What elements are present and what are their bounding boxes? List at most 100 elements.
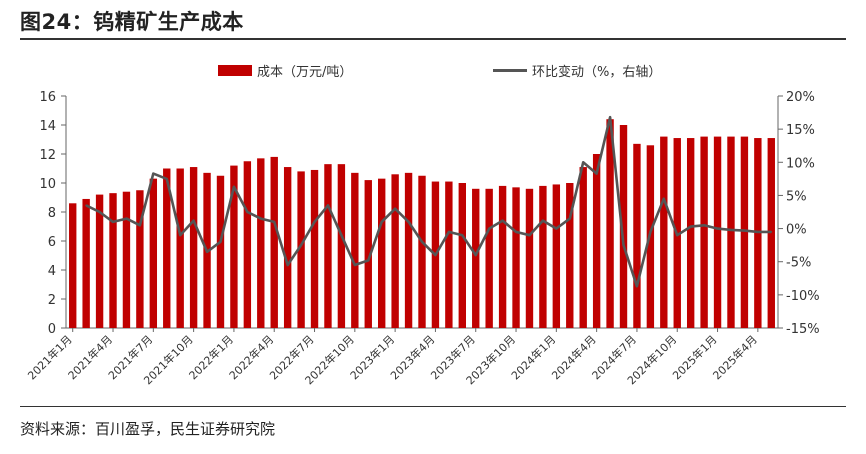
line-point [515, 230, 517, 233]
bar [324, 164, 332, 328]
bar [633, 143, 641, 328]
bar [727, 136, 735, 328]
source-note: 资料来源：百川盈孚，民生证券研究院 [20, 420, 276, 438]
bar [270, 156, 278, 328]
line-point [152, 172, 155, 175]
line-point [730, 228, 732, 231]
line-point [246, 211, 249, 213]
y-left-tick-label: 0 [48, 322, 56, 337]
line-point [353, 264, 356, 266]
bar [136, 190, 144, 328]
line-point [179, 234, 182, 237]
line-point [125, 217, 128, 220]
y-right-tick-label: -10% [786, 289, 820, 304]
y-left-tick-label: 16 [39, 90, 56, 105]
y-left-tick-label: 10 [39, 177, 56, 192]
line-point [421, 240, 423, 243]
y-left-tick-label: 6 [48, 235, 56, 250]
line-point [219, 240, 222, 243]
bar [82, 198, 90, 328]
line-point [286, 264, 289, 266]
line-point [233, 185, 235, 188]
line-point [85, 204, 88, 207]
bar [149, 178, 158, 328]
line-point [595, 172, 598, 175]
y-right-tick-label: 0% [786, 223, 807, 238]
bar [122, 191, 131, 328]
bar [660, 136, 668, 328]
bar [95, 194, 104, 328]
bar [539, 185, 547, 328]
legend-bar-swatch [218, 65, 252, 76]
bar [498, 185, 507, 328]
y-right-tick-label: -5% [786, 256, 811, 271]
bar [566, 183, 574, 328]
line-point [542, 219, 544, 222]
line-point [165, 177, 168, 180]
y-right-tick-label: 20% [786, 90, 815, 105]
line-series [85, 115, 773, 288]
title-rule [20, 38, 846, 40]
bar [163, 168, 171, 328]
bar [176, 168, 184, 328]
line-point [300, 244, 302, 247]
bar [337, 164, 346, 328]
y-right-tick-label: 15% [786, 123, 815, 138]
bar [189, 167, 198, 328]
bar [445, 181, 453, 328]
line-point [649, 230, 652, 233]
bar [740, 136, 749, 328]
bar [404, 172, 413, 328]
bar [606, 119, 614, 328]
line-point [528, 234, 531, 237]
bar [297, 171, 305, 328]
line-point [380, 221, 383, 223]
line-point [689, 225, 692, 228]
line-point [340, 234, 343, 237]
line-point [609, 116, 611, 119]
bar [69, 203, 77, 328]
bar [351, 172, 359, 328]
line-path [85, 115, 772, 288]
line-point [407, 221, 410, 223]
line-point [743, 229, 746, 232]
bar [525, 188, 534, 328]
line-point [622, 244, 625, 247]
line-point [447, 230, 450, 233]
y-right-tick-label: -15% [786, 322, 820, 337]
bar [418, 175, 426, 328]
line-point [770, 230, 773, 233]
line-point [756, 230, 759, 233]
bar [579, 167, 587, 328]
bar [552, 184, 561, 328]
legend-line-label: 环比变动（%，右轴） [532, 64, 661, 80]
line-point [313, 221, 316, 223]
y-right-tick-label: 5% [786, 189, 807, 204]
line-point [138, 224, 141, 227]
line-point [676, 234, 679, 237]
y-left-tick-label: 14 [39, 119, 56, 134]
line-point [662, 197, 665, 200]
line-point [703, 224, 706, 227]
bar [713, 136, 722, 328]
line-point [434, 254, 437, 256]
line-point [461, 234, 464, 237]
bar [378, 178, 386, 328]
line-point [568, 217, 571, 220]
bar [485, 188, 493, 328]
line-point [367, 259, 370, 262]
bar [109, 193, 117, 328]
bar [364, 180, 372, 328]
bar-series [69, 119, 775, 328]
bar [283, 167, 292, 328]
bar [592, 154, 601, 328]
bar [257, 158, 265, 328]
line-point [259, 217, 262, 220]
y-left-tick-label: 2 [48, 293, 56, 308]
bar [700, 136, 708, 328]
figure-title: 图24：钨精矿生产成本 [20, 10, 244, 34]
line-point [555, 227, 558, 230]
y-left-tick-label: 8 [48, 206, 56, 221]
y-right-tick-label: 10% [786, 156, 815, 171]
line-point [273, 221, 276, 223]
